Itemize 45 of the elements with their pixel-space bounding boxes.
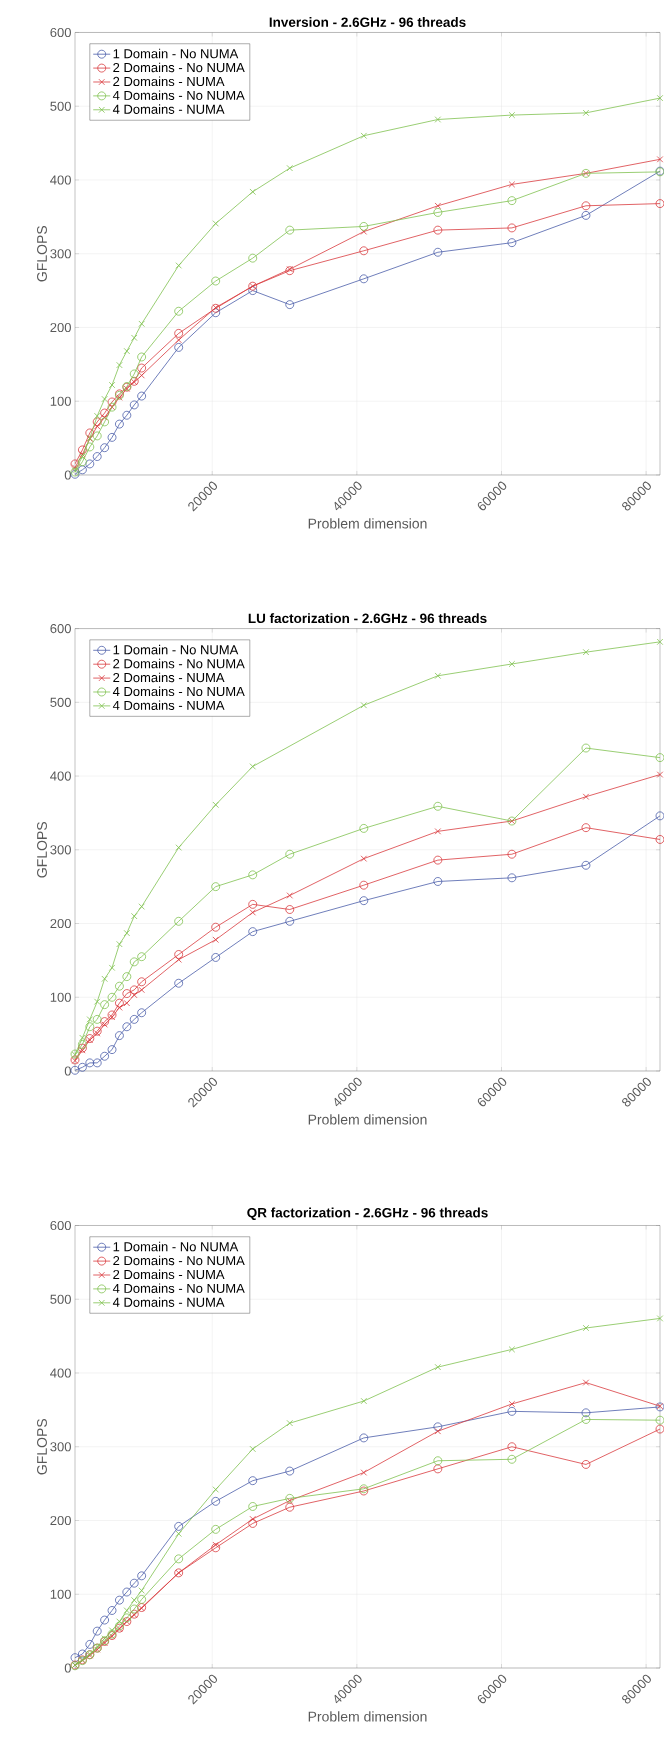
y-tick-label: 0 — [64, 1663, 71, 1673]
legend-label: 2 Domains - NUMA — [113, 672, 225, 683]
y-tick-label: 400 — [50, 175, 71, 185]
y-tick-label: 600 — [50, 623, 71, 634]
chart-title: Inversion - 2.6GHz - 96 threads — [269, 17, 466, 27]
y-tick-label: 200 — [50, 1515, 71, 1526]
legend-label: 2 Domains - No NUMA — [113, 62, 245, 73]
legend-label: 4 Domains - NUMA — [112, 700, 225, 710]
y-tick-label: 0 — [64, 1066, 71, 1076]
x-axis-title: Problem dimension — [308, 1114, 427, 1125]
chart-title: LU factorization - 2.6GHz - 96 threads — [248, 613, 487, 624]
y-tick-label: 100 — [50, 1589, 71, 1599]
legend-label: 2 Domains - NUMA — [113, 1269, 225, 1280]
y-tick-label: 400 — [50, 1368, 71, 1378]
x-axis-title: Problem dimension — [308, 1711, 427, 1722]
chart-title: QR factorization - 2.6GHz - 96 threads — [247, 1207, 488, 1220]
y-tick-label: 100 — [50, 396, 71, 406]
legend-label: 4 Domains - No NUMA — [112, 686, 245, 697]
y-tick-label: 500 — [50, 1294, 71, 1304]
y-tick-label: 200 — [50, 322, 71, 333]
y-tick-label: 300 — [50, 1442, 71, 1452]
y-axis-title: GFLOPS — [37, 225, 47, 282]
legend-label: 4 Domains - NUMA — [112, 104, 225, 114]
y-tick-label: 200 — [50, 918, 71, 929]
legend-label: 2 Domains - NUMA — [113, 76, 225, 87]
legend-label: 2 Domains - No NUMA — [113, 658, 245, 669]
y-tick-label: 600 — [50, 1220, 71, 1231]
y-tick-label: 400 — [50, 771, 71, 781]
legend-label: 4 Domains - No NUMA — [112, 1283, 245, 1293]
legend-label: 4 Domains - NUMA — [112, 1297, 225, 1307]
y-tick-label: 500 — [50, 101, 71, 111]
y-tick-label: 300 — [50, 249, 71, 259]
legend-label: 4 Domains - No NUMA — [112, 90, 245, 100]
y-tick-label: 100 — [50, 992, 71, 1002]
y-tick-label: 300 — [50, 845, 71, 855]
y-axis-title: GFLOPS — [37, 1418, 47, 1475]
legend-label: 1 Domain - No NUMA — [113, 48, 239, 59]
y-tick-label: 0 — [64, 470, 71, 480]
x-axis-title: Problem dimension — [308, 518, 427, 529]
y-tick-label: 500 — [50, 697, 71, 707]
y-axis-title: GFLOPS — [37, 822, 47, 878]
y-tick-label: 600 — [50, 27, 71, 38]
legend-label: 2 Domains - No NUMA — [113, 1255, 245, 1266]
legend-label: 1 Domain - No NUMA — [113, 1241, 239, 1252]
legend-label: 1 Domain - No NUMA — [113, 644, 239, 655]
